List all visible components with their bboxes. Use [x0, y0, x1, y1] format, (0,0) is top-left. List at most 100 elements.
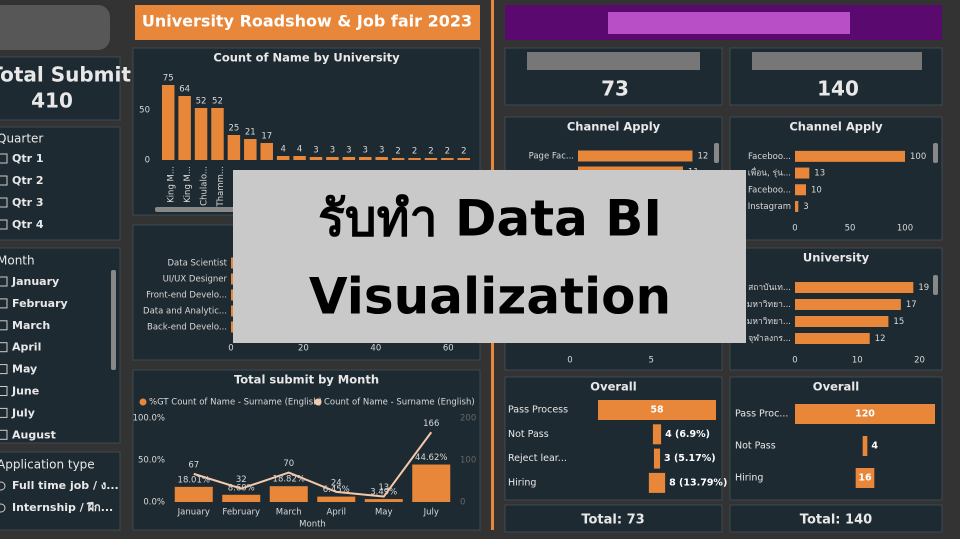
- value-label: 166: [423, 419, 439, 429]
- bar: [293, 156, 306, 160]
- slicer-item[interactable]: June: [11, 385, 39, 398]
- x-tick-label: Thamm...: [216, 166, 226, 207]
- radio[interactable]: [0, 503, 6, 513]
- bar: [244, 139, 257, 160]
- slicer-item[interactable]: May: [12, 363, 37, 376]
- bar: [391, 158, 405, 160]
- slicer-item[interactable]: Internship / ฝึก...: [12, 501, 113, 514]
- value-label: 12: [875, 334, 886, 344]
- value-label: 4 (6.9%): [665, 429, 710, 440]
- y-tick-label: Page Fac...: [529, 152, 574, 162]
- y-tick-label: Data Scientist: [168, 259, 228, 269]
- chart-panel: [504, 376, 723, 501]
- chart-title: Channel Apply: [789, 120, 883, 134]
- bar: [795, 282, 914, 293]
- header-bar: [135, 5, 480, 40]
- checkbox[interactable]: [0, 298, 8, 309]
- slicer-item[interactable]: February: [12, 297, 68, 310]
- x-tick-label: 100: [897, 224, 913, 234]
- chart-panel: [729, 116, 943, 241]
- value-label: 3.49%: [370, 488, 397, 498]
- value-label: 24: [331, 478, 342, 488]
- checkbox[interactable]: [0, 175, 8, 186]
- chart-title: Channel Apply: [567, 120, 661, 134]
- checkbox[interactable]: [0, 407, 8, 418]
- slicer-item[interactable]: Qtr 3: [12, 196, 44, 209]
- value-label: 13: [378, 483, 389, 493]
- value-label: 4: [871, 441, 878, 452]
- x-tick-label: 20: [298, 344, 309, 354]
- y-tick-label: 0: [145, 156, 150, 166]
- scrollbar[interactable]: [933, 275, 938, 295]
- card-value: 73: [601, 77, 629, 101]
- y-tick-label: Hiring: [508, 477, 536, 488]
- checkbox[interactable]: [0, 342, 8, 353]
- checkbox[interactable]: [0, 429, 8, 440]
- funnel-bar: [862, 436, 868, 456]
- bar: [424, 158, 438, 160]
- checkbox[interactable]: [0, 153, 8, 164]
- slicer-item[interactable]: April: [12, 341, 41, 354]
- y-tick-label: มหาวิทยา...: [747, 300, 791, 310]
- x-axis-label: Month: [299, 520, 326, 530]
- y-tick-label: Hiring: [735, 473, 763, 484]
- bar: [408, 158, 421, 160]
- value-label: 3: [313, 146, 318, 156]
- bar: [795, 200, 799, 212]
- checkbox[interactable]: [0, 386, 8, 396]
- redacted-label: [527, 52, 700, 70]
- value-label: 3: [363, 146, 368, 156]
- chart-panel: [132, 369, 481, 531]
- y-tick-label: สถาบันเท...: [748, 283, 791, 293]
- slicer-item[interactable]: August: [12, 428, 56, 441]
- checkbox[interactable]: [0, 276, 8, 287]
- y-tick-label: UI/UX Designer: [163, 275, 228, 285]
- bar: [578, 150, 693, 162]
- value-label: 15: [893, 317, 904, 327]
- scrollbar[interactable]: [111, 270, 116, 370]
- x-tick-label: April: [327, 508, 346, 518]
- value-label: 70: [283, 459, 294, 469]
- chart-panel: [729, 376, 943, 501]
- checkbox[interactable]: [0, 197, 8, 208]
- bar: [276, 156, 290, 160]
- slicer-title: Month: [0, 254, 35, 268]
- scrollbar[interactable]: [714, 143, 719, 163]
- checkbox[interactable]: [0, 320, 8, 331]
- legend-marker: [314, 398, 322, 406]
- x-tick-label: 0: [792, 224, 797, 234]
- slicer-item[interactable]: July: [11, 406, 35, 419]
- x-tick-label: King M...: [167, 166, 177, 203]
- slicer-item[interactable]: January: [11, 275, 59, 288]
- y2-tick-label: 100: [460, 456, 476, 466]
- checkbox[interactable]: [0, 219, 8, 230]
- x-tick-label: February: [222, 508, 260, 518]
- slicer-item[interactable]: Qtr 4: [12, 218, 44, 231]
- logo-placeholder: [0, 5, 110, 50]
- x-tick-label: King M...: [183, 166, 193, 203]
- x-tick-label: 0: [792, 356, 797, 366]
- slicer-title: Application type: [0, 458, 95, 472]
- value-label: 2: [461, 147, 466, 157]
- card-panel: [729, 504, 943, 533]
- y-tick-label: Faceboo...: [748, 152, 791, 162]
- value-label: 19: [918, 283, 929, 293]
- value-label: 3: [346, 146, 351, 156]
- slicer-item[interactable]: Qtr 2: [12, 174, 44, 187]
- y2-tick-label: 0: [460, 498, 465, 508]
- radio[interactable]: [0, 481, 6, 491]
- value-label: 3 (5.17%): [664, 453, 716, 464]
- card-label: Total Submit: [0, 63, 131, 87]
- slicer-item[interactable]: Full time job / ง...: [12, 479, 119, 492]
- value-label: 58: [650, 405, 664, 416]
- card-value: 410: [31, 89, 73, 113]
- overlay-box: [233, 170, 746, 343]
- slicer-panel: [0, 247, 121, 444]
- legend-marker: [139, 398, 147, 406]
- slicer-item[interactable]: Qtr 1: [12, 152, 44, 165]
- chart-title: Overall: [813, 380, 859, 394]
- scrollbar[interactable]: [933, 143, 938, 163]
- y-tick-label: 50: [139, 106, 150, 116]
- slicer-item[interactable]: March: [12, 319, 50, 332]
- checkbox[interactable]: [0, 364, 8, 375]
